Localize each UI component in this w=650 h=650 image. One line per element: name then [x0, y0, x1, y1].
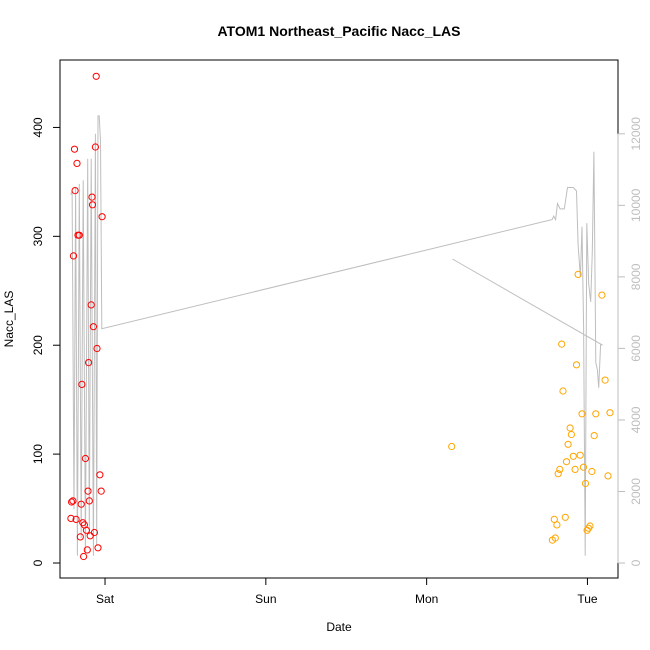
y-axis-label: Nacc_LAS	[2, 291, 16, 348]
data-point-s1-10	[75, 231, 83, 239]
data-point-s2-31	[604, 472, 612, 480]
data-point-s2-24	[584, 524, 593, 532]
data-point-s2-8	[558, 340, 566, 348]
data-point-s2-25	[586, 522, 594, 530]
y-tick-label: 300	[31, 226, 45, 246]
data-point-s1-23	[86, 532, 94, 540]
data-point-s1-29	[91, 143, 100, 151]
data-point-s1-25	[88, 193, 96, 201]
data-point-s2-6	[554, 470, 562, 478]
x-tick-label: Sat	[96, 592, 115, 606]
data-point-s1-18	[82, 526, 91, 534]
data-point-s1-15	[80, 552, 88, 561]
data-point-s1-35	[98, 213, 106, 221]
data-point-s2-1	[448, 442, 456, 451]
data-point-s2-21	[579, 463, 588, 471]
data-point-s1-21	[85, 359, 93, 367]
x-axis: Sat Sun Mon Tue	[96, 577, 598, 606]
data-point-s1-1	[67, 514, 75, 523]
y-tick-label: 0	[31, 559, 45, 566]
data-point-s2-10	[561, 513, 569, 521]
x-axis-label: Date	[326, 620, 352, 634]
y2-tick-label: 12000	[629, 117, 643, 151]
data-point-s2-30	[601, 376, 609, 384]
data-point-s1-3	[69, 497, 77, 505]
data-point-s2-18	[574, 270, 582, 278]
data-point-s1-22	[85, 497, 93, 505]
data-point-s1-31	[93, 344, 101, 353]
data-point-s1-20	[84, 487, 92, 495]
x-tick-label: Sun	[255, 592, 276, 606]
data-point-s2-32	[606, 409, 614, 417]
data-point-s1-12	[77, 500, 85, 508]
x-tick-label: Tue	[577, 592, 598, 606]
secondary-series-line	[70, 115, 604, 556]
data-point-s2-26	[588, 467, 596, 476]
data-point-s1-5	[70, 145, 79, 153]
data-point-s1-14	[79, 519, 87, 527]
data-point-s2-9	[559, 387, 567, 395]
data-point-s1-17	[81, 454, 90, 463]
data-point-s1-24	[87, 301, 95, 309]
data-point-s1-26	[88, 201, 97, 209]
data-point-s1-11	[76, 533, 84, 541]
y2-tick-label: 2000	[629, 478, 643, 505]
y-tick-label: 400	[31, 117, 45, 137]
y-tick-label: 100	[31, 444, 45, 464]
y-axis-right: 0 2000 4000 6000 8000 10000 12000	[617, 117, 643, 566]
data-point-s1-33	[96, 471, 104, 479]
y2-tick-label: 0	[629, 559, 643, 566]
data-point-s2-29	[598, 291, 606, 299]
data-point-s2-22	[581, 479, 590, 488]
data-point-s1-19	[83, 546, 91, 554]
data-point-s2-27	[590, 432, 598, 440]
x-tick-label: Mon	[415, 592, 438, 606]
data-point-s2-11	[562, 458, 571, 466]
data-point-s2-20	[578, 410, 586, 418]
data-point-s2-19	[576, 451, 584, 459]
data-point-s2-15	[569, 452, 577, 460]
data-point-s1-27	[89, 323, 98, 331]
data-point-s1-6	[71, 187, 79, 195]
data-point-s1-2	[68, 498, 76, 506]
data-point-s1-28	[90, 528, 99, 537]
data-point-s2-4	[551, 534, 559, 542]
y2-tick-label: 6000	[629, 335, 643, 362]
data-point-s1-7	[72, 515, 80, 524]
y-tick-label: 200	[31, 335, 45, 355]
points-layer	[67, 72, 614, 561]
data-point-s2-16	[571, 465, 579, 473]
y2-tick-label: 8000	[629, 263, 643, 290]
data-point-s2-12	[564, 440, 572, 448]
chart-title: ATOM1 Northeast_Pacific Nacc_LAS	[217, 23, 460, 39]
y-axis-left: 0 100 200 300 400	[31, 117, 61, 566]
data-point-s2-7	[556, 465, 564, 473]
data-point-s1-4	[69, 252, 78, 260]
data-point-s1-32	[94, 544, 102, 552]
y2-tick-label: 4000	[629, 406, 643, 433]
data-point-s1-30	[92, 72, 100, 80]
data-point-s2-5	[553, 521, 561, 529]
y2-tick-label: 10000	[629, 188, 643, 222]
secondary-line-layer	[70, 115, 604, 556]
data-point-s1-34	[97, 487, 105, 495]
data-point-s2-17	[572, 361, 581, 369]
data-point-s2-14	[567, 430, 576, 439]
data-point-s1-8	[73, 159, 81, 167]
data-point-s2-28	[592, 410, 600, 418]
data-point-s1-13	[78, 380, 86, 388]
data-point-s2-13	[566, 424, 574, 432]
